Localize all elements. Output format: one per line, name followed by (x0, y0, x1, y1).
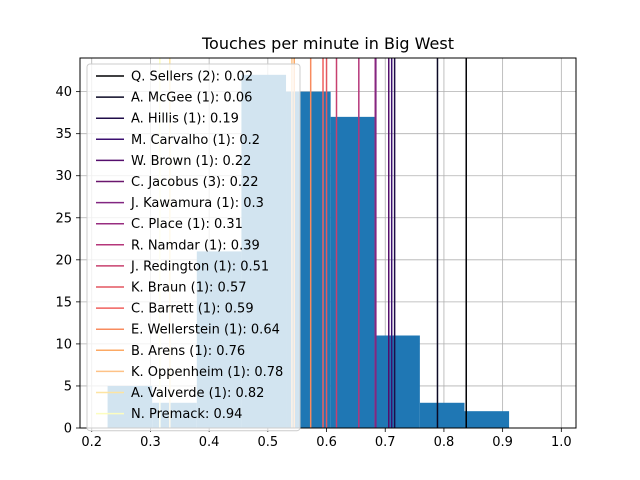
legend-entry: A. Valverde (1): 0.82 (131, 386, 264, 401)
x-tick-label: 1.0 (551, 435, 572, 450)
x-tick-label: 0.5 (257, 435, 278, 450)
y-tick-label: 35 (55, 127, 72, 142)
histogram-bar (464, 411, 510, 428)
legend-entry: C. Jacobus (3): 0.22 (131, 175, 259, 190)
y-axis: 0 5 10 15 20 25 30 35 40 (55, 85, 80, 437)
x-tick-label: 0.8 (434, 435, 455, 450)
x-tick-label: 0.2 (81, 435, 102, 450)
x-tick-label: 0.4 (199, 435, 220, 450)
legend-box (86, 63, 301, 432)
chart-title: Touches per minute in Big West (201, 34, 454, 53)
y-tick-label: 40 (55, 85, 72, 100)
y-tick-label: 30 (55, 169, 72, 184)
x-axis: 0.2 0.3 0.4 0.5 0.6 0.7 0.8 0.9 1.0 (81, 428, 572, 450)
legend-entry: C. Place (1): 0.31 (131, 217, 243, 232)
legend-entry: K. Oppenheim (1): 0.78 (131, 365, 283, 380)
legend-entry: M. Carvalho (1): 0.2 (131, 133, 260, 148)
legend-entry: B. Arens (1): 0.76 (131, 344, 245, 359)
legend-entry: J. Kawamura (1): 0.3 (130, 196, 264, 211)
histogram-bar (375, 335, 420, 428)
legend-entry: A. Hillis (1): 0.19 (131, 112, 239, 127)
histogram-bar (330, 116, 376, 428)
legend-entry: J. Redington (1): 0.51 (130, 259, 269, 274)
plot-frame (79, 57, 577, 429)
legend-entry: K. Braun (1): 0.57 (131, 281, 247, 296)
legend-entry: C. Barrett (1): 0.59 (131, 302, 254, 317)
legend-entry: E. Wellerstein (1): 0.64 (131, 323, 280, 338)
legend-entry: Q. Sellers (2): 0.02 (131, 70, 253, 85)
y-tick-label: 5 (64, 379, 72, 394)
y-tick-label: 10 (55, 337, 72, 352)
legend-entry: A. McGee (1): 0.06 (131, 91, 252, 106)
y-tick-label: 20 (55, 253, 72, 268)
y-tick-label: 25 (55, 211, 72, 226)
x-tick-label: 0.6 (316, 435, 337, 450)
legend: Q. Sellers (2): 0.02 A. McGee (1): 0.06 A.… (86, 63, 301, 432)
histogram-bar (419, 402, 465, 428)
y-tick-label: 0 (64, 422, 72, 437)
x-tick-label: 0.7 (375, 435, 396, 450)
legend-entry: N. Premack: 0.94 (131, 407, 242, 422)
x-tick-label: 0.9 (492, 435, 513, 450)
x-tick-label: 0.3 (140, 435, 161, 450)
legend-entry: W. Brown (1): 0.22 (131, 154, 251, 169)
y-tick-label: 15 (55, 295, 72, 310)
legend-entry: R. Namdar (1): 0.39 (131, 238, 260, 253)
